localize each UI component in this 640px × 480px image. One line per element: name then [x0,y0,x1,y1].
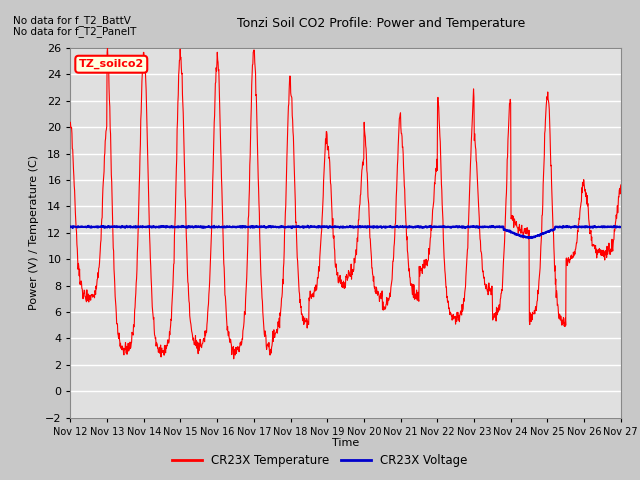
Text: No data for f_T2_PanelT: No data for f_T2_PanelT [13,26,136,37]
Legend: CR23X Temperature, CR23X Voltage: CR23X Temperature, CR23X Voltage [168,449,472,472]
Text: Tonzi Soil CO2 Profile: Power and Temperature: Tonzi Soil CO2 Profile: Power and Temper… [237,17,525,30]
X-axis label: Time: Time [332,438,359,448]
Text: TZ_soilco2: TZ_soilco2 [79,59,144,69]
Text: No data for f_T2_BattV: No data for f_T2_BattV [13,15,131,26]
Y-axis label: Power (V) / Temperature (C): Power (V) / Temperature (C) [29,155,39,311]
